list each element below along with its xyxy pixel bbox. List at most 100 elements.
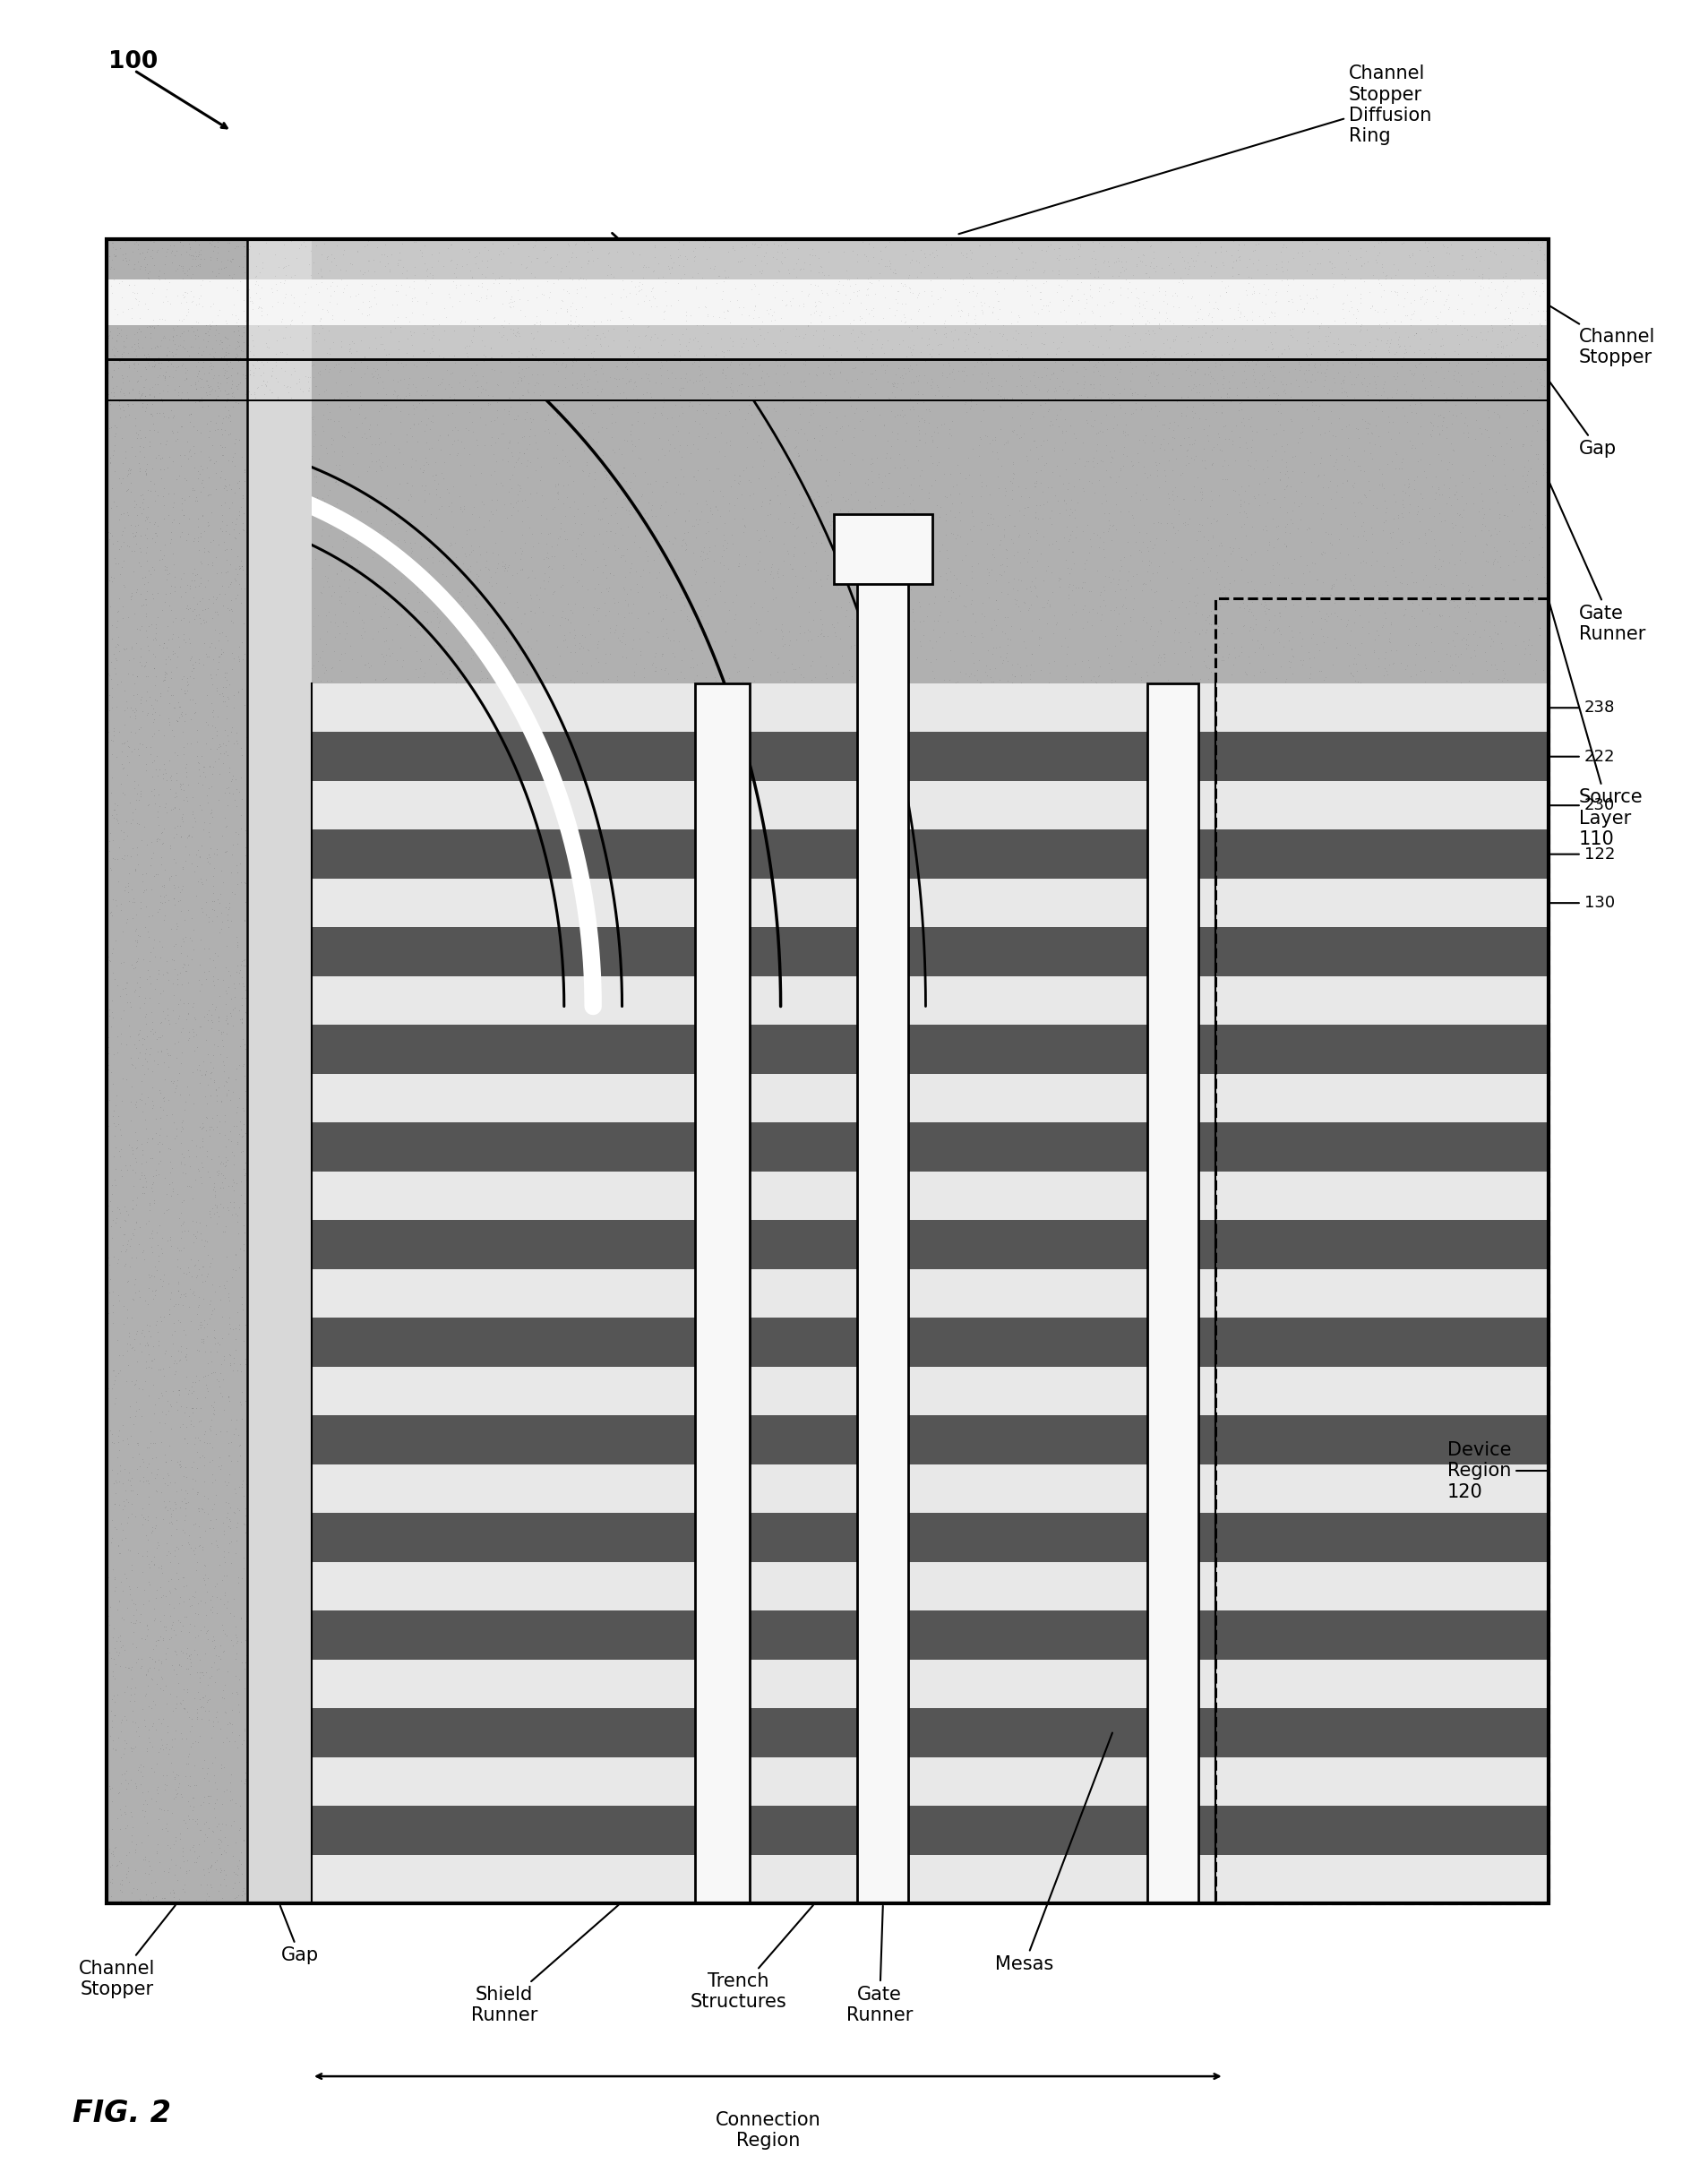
Point xyxy=(490,902,518,937)
Point xyxy=(147,1723,174,1757)
Point xyxy=(1325,840,1353,874)
Point xyxy=(504,1798,531,1833)
Point xyxy=(979,242,1006,277)
Point xyxy=(1303,361,1331,396)
Point xyxy=(1245,487,1272,522)
Point xyxy=(816,1292,844,1327)
Point xyxy=(1303,1002,1331,1037)
Point xyxy=(214,260,241,294)
Point xyxy=(738,296,765,331)
Point xyxy=(1086,249,1114,283)
Point xyxy=(219,1361,246,1396)
Point xyxy=(1351,1779,1378,1813)
Point xyxy=(1151,636,1179,671)
Point xyxy=(804,573,832,608)
Point xyxy=(195,1560,222,1595)
Point xyxy=(1532,498,1559,532)
Point xyxy=(128,710,155,744)
Point xyxy=(1349,667,1377,701)
Point xyxy=(200,1701,227,1736)
Point xyxy=(249,1580,277,1614)
Point xyxy=(794,234,822,268)
Point xyxy=(769,558,796,593)
Point xyxy=(326,615,354,649)
Point xyxy=(1120,1662,1148,1697)
Point xyxy=(1004,1246,1032,1281)
Point xyxy=(1023,1757,1050,1792)
Point xyxy=(1261,913,1288,948)
Point xyxy=(907,660,934,695)
Point xyxy=(1201,1394,1228,1428)
Point xyxy=(1303,1502,1331,1536)
Point xyxy=(96,1136,123,1171)
Point xyxy=(313,372,340,407)
Point xyxy=(147,790,174,824)
Point xyxy=(673,242,700,277)
Point xyxy=(832,264,859,299)
Point xyxy=(459,489,487,524)
Point xyxy=(302,374,330,409)
Point xyxy=(99,1192,126,1227)
Point xyxy=(202,939,229,974)
Point xyxy=(485,489,512,524)
Point xyxy=(1213,1125,1240,1160)
Point xyxy=(1050,485,1078,519)
Point xyxy=(1103,591,1131,625)
Point xyxy=(1209,1417,1237,1452)
Point xyxy=(108,1002,135,1037)
Point xyxy=(292,522,319,556)
Point xyxy=(550,619,577,654)
Point xyxy=(1469,506,1496,541)
Point xyxy=(161,530,188,565)
Point xyxy=(1112,894,1139,928)
Point xyxy=(94,993,121,1028)
Point xyxy=(285,370,313,405)
Point xyxy=(1091,1868,1119,1902)
Point xyxy=(251,617,278,651)
Point xyxy=(258,822,285,857)
Point xyxy=(220,1309,248,1344)
Point xyxy=(483,385,511,420)
Point xyxy=(118,1649,145,1684)
Point xyxy=(400,593,427,628)
Point xyxy=(1454,281,1481,316)
Point xyxy=(319,1653,347,1688)
Point xyxy=(840,1500,868,1534)
Point xyxy=(922,255,950,290)
Point xyxy=(413,809,441,844)
Point xyxy=(1372,1316,1399,1350)
Point xyxy=(132,762,159,796)
Point xyxy=(803,1666,830,1701)
Point xyxy=(145,1034,173,1069)
Point xyxy=(649,619,676,654)
Point xyxy=(728,1422,755,1456)
Point xyxy=(195,1515,222,1549)
Point xyxy=(1242,1305,1269,1340)
Point xyxy=(412,1058,439,1093)
Point xyxy=(1395,524,1423,558)
Point xyxy=(907,232,934,266)
Point xyxy=(1206,1448,1233,1482)
Point xyxy=(142,346,169,381)
Point xyxy=(225,1844,253,1878)
Point xyxy=(1296,355,1324,390)
Point xyxy=(683,223,711,258)
Point xyxy=(340,1567,367,1601)
Point xyxy=(208,721,236,755)
Point xyxy=(999,1671,1027,1705)
Point xyxy=(391,377,418,411)
Point xyxy=(184,1420,212,1454)
Point xyxy=(111,1826,138,1861)
Point xyxy=(886,796,914,831)
Point xyxy=(150,1727,178,1761)
Point xyxy=(991,307,1018,342)
Point xyxy=(750,320,777,355)
Point xyxy=(1098,1101,1126,1136)
Point xyxy=(547,301,574,335)
Point xyxy=(594,329,622,364)
Point xyxy=(145,1398,173,1433)
Point xyxy=(325,1208,352,1242)
Point xyxy=(632,1868,659,1902)
Point xyxy=(1406,1774,1433,1809)
Point xyxy=(1214,251,1242,286)
